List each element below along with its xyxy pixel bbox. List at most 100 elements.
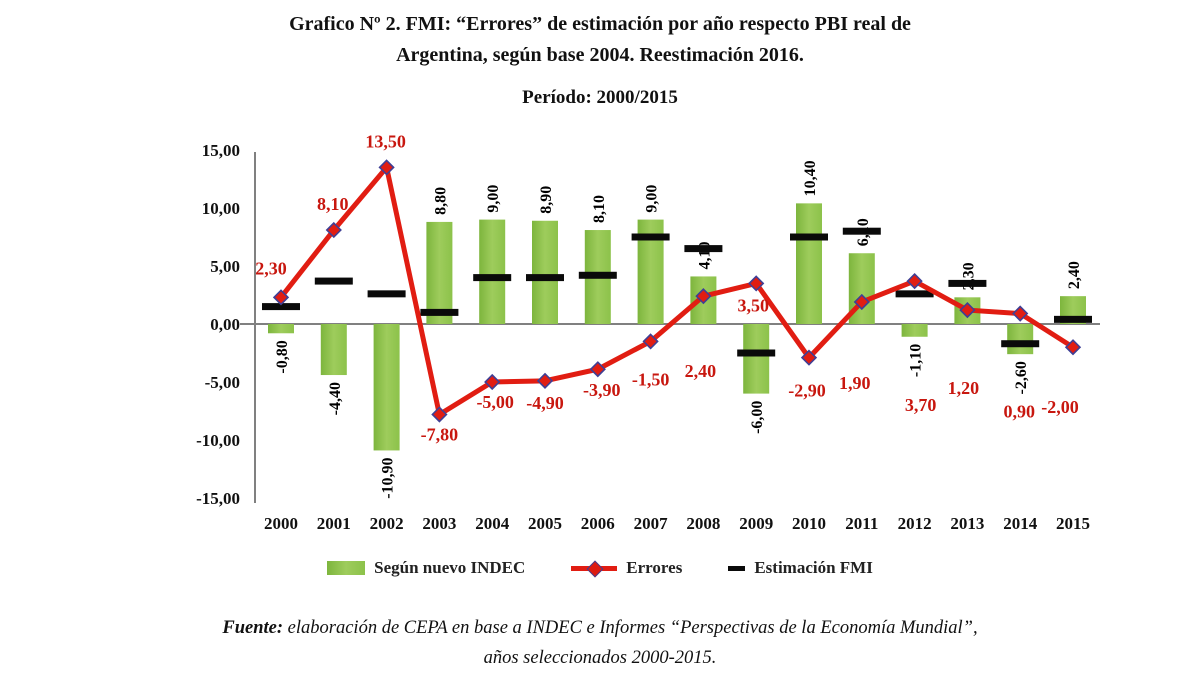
fmi-dashes <box>262 227 1092 357</box>
chart-title: Grafico Nº 2. FMI: “Errores” de estimaci… <box>0 9 1200 71</box>
errores-label-2015: -2,00 <box>1041 397 1079 417</box>
fmi-dash-2001 <box>314 277 353 285</box>
indec-bar-label-2003: 8,80 <box>432 187 449 215</box>
year-label-2009: 2009 <box>739 514 773 533</box>
errores-label-2004: -5,00 <box>476 392 514 412</box>
fmi-dash-2012 <box>895 290 934 298</box>
indec-bar-label-2001: -4,40 <box>327 382 344 415</box>
indec-bar-2004 <box>479 219 506 324</box>
errores-line <box>272 159 1082 423</box>
y-tick-label: 5,00 <box>210 257 240 276</box>
indec-bar-label-2007: 9,00 <box>644 185 661 213</box>
errores-marker-2004 <box>484 373 501 391</box>
year-label-2015: 2015 <box>1056 514 1090 533</box>
indec-bar-label-2006: 8,10 <box>591 195 608 223</box>
indec-bar-label-2015: 2,40 <box>1066 261 1083 289</box>
year-label-2012: 2012 <box>898 514 932 533</box>
year-label-2005: 2005 <box>528 514 562 533</box>
errores-label-2007: -1,50 <box>632 369 670 389</box>
y-tick-label: 0,00 <box>210 315 240 334</box>
errores-label-2010: -2,90 <box>788 381 826 401</box>
chart-period-subtitle: Período: 2000/2015 <box>522 87 678 108</box>
indec-bar-2014 <box>1007 324 1034 355</box>
errores-label-2011: 1,90 <box>839 373 871 393</box>
indec-bar-label-2014: -2,60 <box>1013 361 1030 394</box>
fmi-dash-2009 <box>737 349 776 357</box>
errores-label-2014: 0,90 <box>1003 402 1035 422</box>
errores-label-2005: -4,90 <box>526 393 564 413</box>
indec-bar-label-2004: 9,00 <box>485 185 502 213</box>
fmi-dash-2007 <box>631 233 670 241</box>
source-prefix: Fuente: <box>222 618 284 638</box>
errores-marker-2005 <box>536 372 554 389</box>
indec-bar-swatch-icon <box>327 561 366 575</box>
indec-bar-label-2012: -1,10 <box>908 344 925 377</box>
errores-marker-2001 <box>325 221 342 239</box>
indec-bar-label-2009: -6,00 <box>749 401 766 434</box>
fmi-dash-2015 <box>1054 315 1092 323</box>
errores-label-2013: 1,20 <box>948 378 980 398</box>
errores-marker-2014 <box>1012 305 1029 322</box>
indec-bar-2005 <box>532 220 558 324</box>
fmi-dash-2004 <box>473 274 512 282</box>
year-label-2000: 2000 <box>264 514 298 533</box>
errores-line-swatch-icon <box>571 560 618 578</box>
year-label-2013: 2013 <box>950 514 984 533</box>
y-tick-label: -5,00 <box>205 373 240 392</box>
fmi-dash-2003 <box>420 308 459 316</box>
source-line1-text: elaboración de CEPA en base a INDEC e In… <box>283 618 978 638</box>
year-label-2011: 2011 <box>845 514 878 533</box>
errores-polyline <box>278 161 1076 419</box>
y-tick-label: -10,00 <box>196 431 240 450</box>
errores-marker-2013 <box>959 301 976 319</box>
indec-bar-label-2002: -10,90 <box>380 457 397 498</box>
indec-bar-label-2005: 8,90 <box>538 186 555 214</box>
fmi-dash-2005 <box>526 274 564 282</box>
legend-label-errores: Errores <box>626 558 683 577</box>
chart-legend: Según nuevo INDEC Errores Estimación FMI <box>0 554 1200 582</box>
year-label-2003: 2003 <box>422 514 456 533</box>
indec-bar-2001 <box>320 324 347 376</box>
fmi-dash-2000 <box>262 303 300 311</box>
indec-bar-2012 <box>901 324 928 337</box>
indec-bar-2010 <box>796 203 822 324</box>
chart-title-line1: Grafico Nº 2. FMI: “Errores” de estimaci… <box>289 13 911 35</box>
errores-label-2001: 8,10 <box>317 194 349 214</box>
y-tick-label: 15,00 <box>202 141 240 160</box>
source-note: Fuente: elaboración de CEPA en base a IN… <box>0 613 1200 673</box>
errores-label-2003: -7,80 <box>421 424 459 444</box>
year-label-2001: 2001 <box>317 514 351 533</box>
errores-marker-2015 <box>1064 339 1082 356</box>
fmi-dash-2008 <box>684 245 723 253</box>
fmi-dash-2010 <box>790 233 828 241</box>
fmi-dash-2006 <box>578 271 617 279</box>
indec-bar-2003 <box>426 221 453 324</box>
indec-bars <box>268 203 1086 451</box>
indec-bar-2000 <box>268 324 294 334</box>
year-labels: 2000 2001 2002 2003 2004 2005 2006 2007 2008 2009… <box>264 514 1090 533</box>
fmi-dash-swatch-icon <box>728 565 746 571</box>
errores-marker-2012 <box>906 272 923 290</box>
chart-title-line2: Argentina, según base 2004. Reestimación… <box>396 44 804 66</box>
legend-item-errores: Errores <box>571 558 682 578</box>
errores-marker-2009 <box>748 275 765 292</box>
errores-marker-2003 <box>431 406 448 423</box>
errores-label-2000: 2,30 <box>255 258 287 278</box>
errores-marker-2010 <box>800 349 818 366</box>
indec-bar-label-2010: 10,40 <box>802 160 819 196</box>
fmi-dash-2011 <box>842 227 881 235</box>
y-tick-label: -15,00 <box>196 489 240 508</box>
errores-marker-2011 <box>853 293 870 311</box>
year-label-2008: 2008 <box>686 514 720 533</box>
errores-label-2008: 2,40 <box>685 361 717 381</box>
fmi-dash-2014 <box>1001 340 1040 348</box>
errores-marker-2000 <box>272 289 290 306</box>
errores-label-2009: 3,50 <box>737 295 769 315</box>
legend-item-fmi: Estimación FMI <box>728 558 873 578</box>
indec-bar-2009 <box>743 324 770 394</box>
source-line1: Fuente: elaboración de CEPA en base a IN… <box>0 613 1200 643</box>
errores-labels: 2,30 8,10 13,50 -7,80 -5,00 -4,90 -3,90 -1,50 2,… <box>255 131 1079 444</box>
errores-label-2002: 13,50 <box>365 131 406 151</box>
